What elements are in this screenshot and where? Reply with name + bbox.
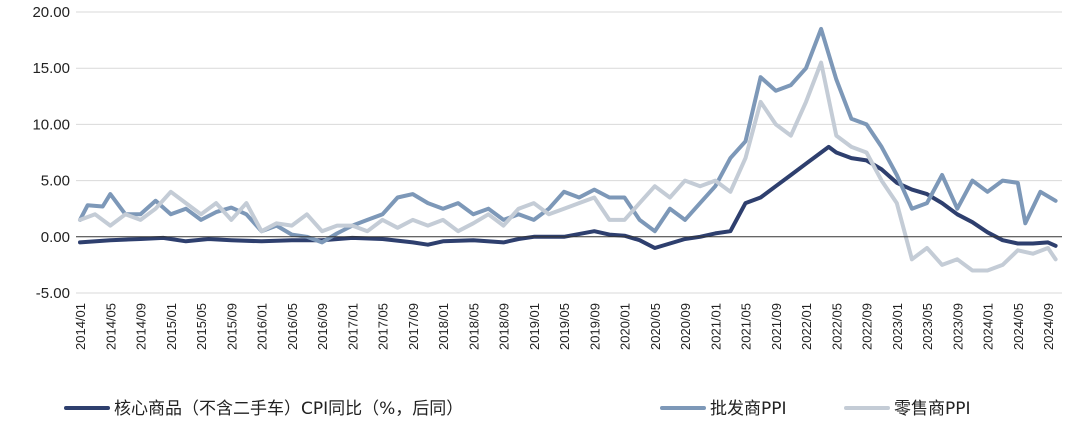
x-tick-label: 2024/09 <box>1041 303 1056 350</box>
x-tick-label: 2014/01 <box>73 303 88 350</box>
x-tick-label: 2020/01 <box>618 303 633 350</box>
x-tick-label: 2018/01 <box>436 303 451 350</box>
x-tick-label: 2016/01 <box>255 303 270 350</box>
gridlines <box>76 11 1062 294</box>
x-tick-label: 2024/05 <box>1011 303 1026 350</box>
x-tick-label: 2021/01 <box>708 303 723 350</box>
x-tick-label: 2018/09 <box>497 303 512 350</box>
x-tick-label: 2020/09 <box>678 303 693 350</box>
x-tick-label: 2015/09 <box>224 303 239 350</box>
x-tick-label: 2023/01 <box>890 303 905 350</box>
x-tick-label: 2019/09 <box>587 303 602 350</box>
legend-label-1: 核心商品（不含二手车）CPI同比（%，后同） <box>114 399 463 419</box>
x-tick-label: 2022/09 <box>860 303 875 350</box>
x-tick-label: 2017/01 <box>345 303 360 350</box>
legend: 核心商品（不含二手车）CPI同比（%，后同） 批发商PPI 零售商PPI <box>64 399 971 419</box>
x-tick-label: 2016/09 <box>315 303 330 350</box>
series-line-3 <box>78 60 1058 273</box>
series-line-2 <box>78 26 1058 245</box>
y-tick-label: 10.00 <box>32 116 70 133</box>
x-tick-label: 2022/05 <box>829 303 844 350</box>
x-tick-label: 2015/01 <box>164 303 179 350</box>
x-tick-label: 2018/05 <box>466 303 481 350</box>
x-tick-label: 2023/09 <box>950 303 965 350</box>
y-tick-label: 20.00 <box>32 4 70 21</box>
x-tick-label: 2019/05 <box>557 303 572 350</box>
x-tick-label: 2014/05 <box>103 303 118 350</box>
x-tick-label: 2014/09 <box>134 303 149 350</box>
legend-label-3: 零售商PPI <box>894 399 971 419</box>
x-tick-label: 2015/05 <box>194 303 209 350</box>
series-lines <box>78 26 1058 273</box>
x-tick-label: 2017/05 <box>376 303 391 350</box>
x-tick-label: 2017/09 <box>406 303 421 350</box>
x-tick-label: 2024/01 <box>981 303 996 350</box>
x-tick-label: 2016/05 <box>285 303 300 350</box>
y-axis: -5.00 0.00 5.00 10.00 15.00 20.00 <box>32 4 70 302</box>
x-tick-label: 2021/05 <box>739 303 754 350</box>
x-tick-label: 2022/01 <box>799 303 814 350</box>
x-tick-label: 2019/01 <box>527 303 542 350</box>
legend-label-2: 批发商PPI <box>710 399 787 419</box>
y-tick-label: 0.00 <box>41 229 70 246</box>
y-tick-label: 5.00 <box>41 173 70 190</box>
y-tick-label: 15.00 <box>32 60 70 77</box>
y-tick-label: -5.00 <box>36 285 70 302</box>
x-tick-label: 2020/05 <box>648 303 663 350</box>
x-tick-label: 2023/05 <box>920 303 935 350</box>
x-axis: 2014/01 2014/05 2014/09 2015/01 2015/05 2015/… <box>73 236 1062 350</box>
series-line-1 <box>78 144 1058 250</box>
x-tick-label: 2021/09 <box>769 303 784 350</box>
